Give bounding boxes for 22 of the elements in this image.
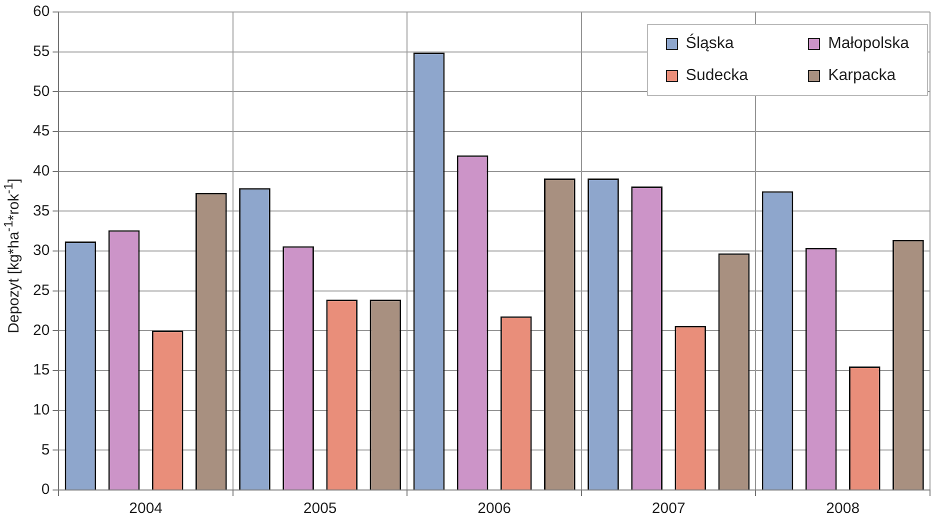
legend-label: Małopolska [828,35,909,53]
y-tick-label: 50 [32,82,50,100]
y-tick-label: 55 [32,42,50,60]
y-tick-label: 25 [32,282,50,299]
legend-label: Karpacka [828,67,896,85]
y-tick-label: 15 [32,362,50,379]
y-tick-label: 10 [32,401,50,418]
x-tick-label: 2005 [303,500,337,518]
x-tick-label: 2007 [652,500,686,518]
y-tick-label: 0 [41,481,50,498]
y-tick-label: 20 [32,322,50,339]
y-tick-label: 40 [32,162,50,180]
y-tick-label: 45 [32,122,50,140]
y-tick-label: 30 [32,242,50,260]
x-tick-label: 2004 [129,500,163,518]
x-tick-label: 2006 [478,500,512,518]
y-tick-label: 5 [41,441,50,458]
x-tick-label: 2008 [826,500,860,518]
y-tick-label: 60 [32,3,50,20]
y-tick-label: 35 [32,202,50,220]
legend-label: Śląska [686,35,734,53]
legend-label: Sudecka [686,67,748,85]
